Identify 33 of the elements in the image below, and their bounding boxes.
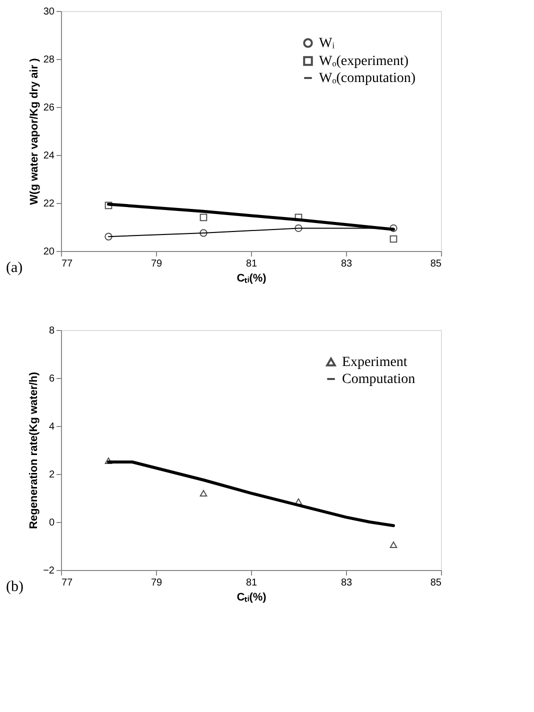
y-axis-title: Regeneration rate(Kg water/h): [28, 372, 40, 530]
x-tick-label: 79: [150, 258, 162, 270]
legend-label: Experiment: [342, 355, 408, 370]
x-tick-label: 83: [340, 258, 352, 270]
y-tick-label: 6: [48, 374, 55, 384]
x-tick-label: 85: [430, 258, 442, 270]
legend-label: Computation: [342, 372, 416, 387]
x-tick-label: 85: [430, 578, 442, 588]
legend-label: Wₒ(experiment): [319, 54, 409, 69]
x-axis-title: Cₜᵢ(%): [236, 272, 267, 284]
y-tick-label: 28: [43, 54, 55, 66]
y-tick-label: −2: [43, 566, 55, 576]
y-tick-label: 30: [43, 6, 55, 18]
y-tick-label: 8: [48, 326, 55, 336]
y-tick-label: 4: [48, 422, 55, 432]
legend-label: Wᵢ: [319, 36, 336, 51]
y-tick-label: 20: [43, 246, 55, 258]
x-tick-label: 81: [246, 258, 258, 270]
x-tick-label: 77: [62, 578, 74, 588]
y-tick-label: 26: [43, 102, 55, 114]
y-tick-label: 2: [48, 470, 55, 480]
y-tick-label: 22: [43, 198, 55, 210]
x-tick-label: 77: [62, 258, 74, 270]
x-tick-label: 79: [150, 578, 162, 588]
text: (b): [6, 579, 24, 595]
y-tick-label: 0: [48, 518, 55, 528]
x-tick-label: 83: [340, 578, 352, 588]
text: (a): [6, 260, 23, 276]
y-tick-label: 24: [43, 150, 55, 162]
x-axis-title: Cₜᵢ(%): [236, 592, 267, 604]
y-axis-title: W(g water vapor/Kg dry air ): [28, 58, 40, 205]
legend-label: Wₒ(computation): [319, 71, 416, 86]
x-tick-label: 81: [246, 578, 258, 588]
